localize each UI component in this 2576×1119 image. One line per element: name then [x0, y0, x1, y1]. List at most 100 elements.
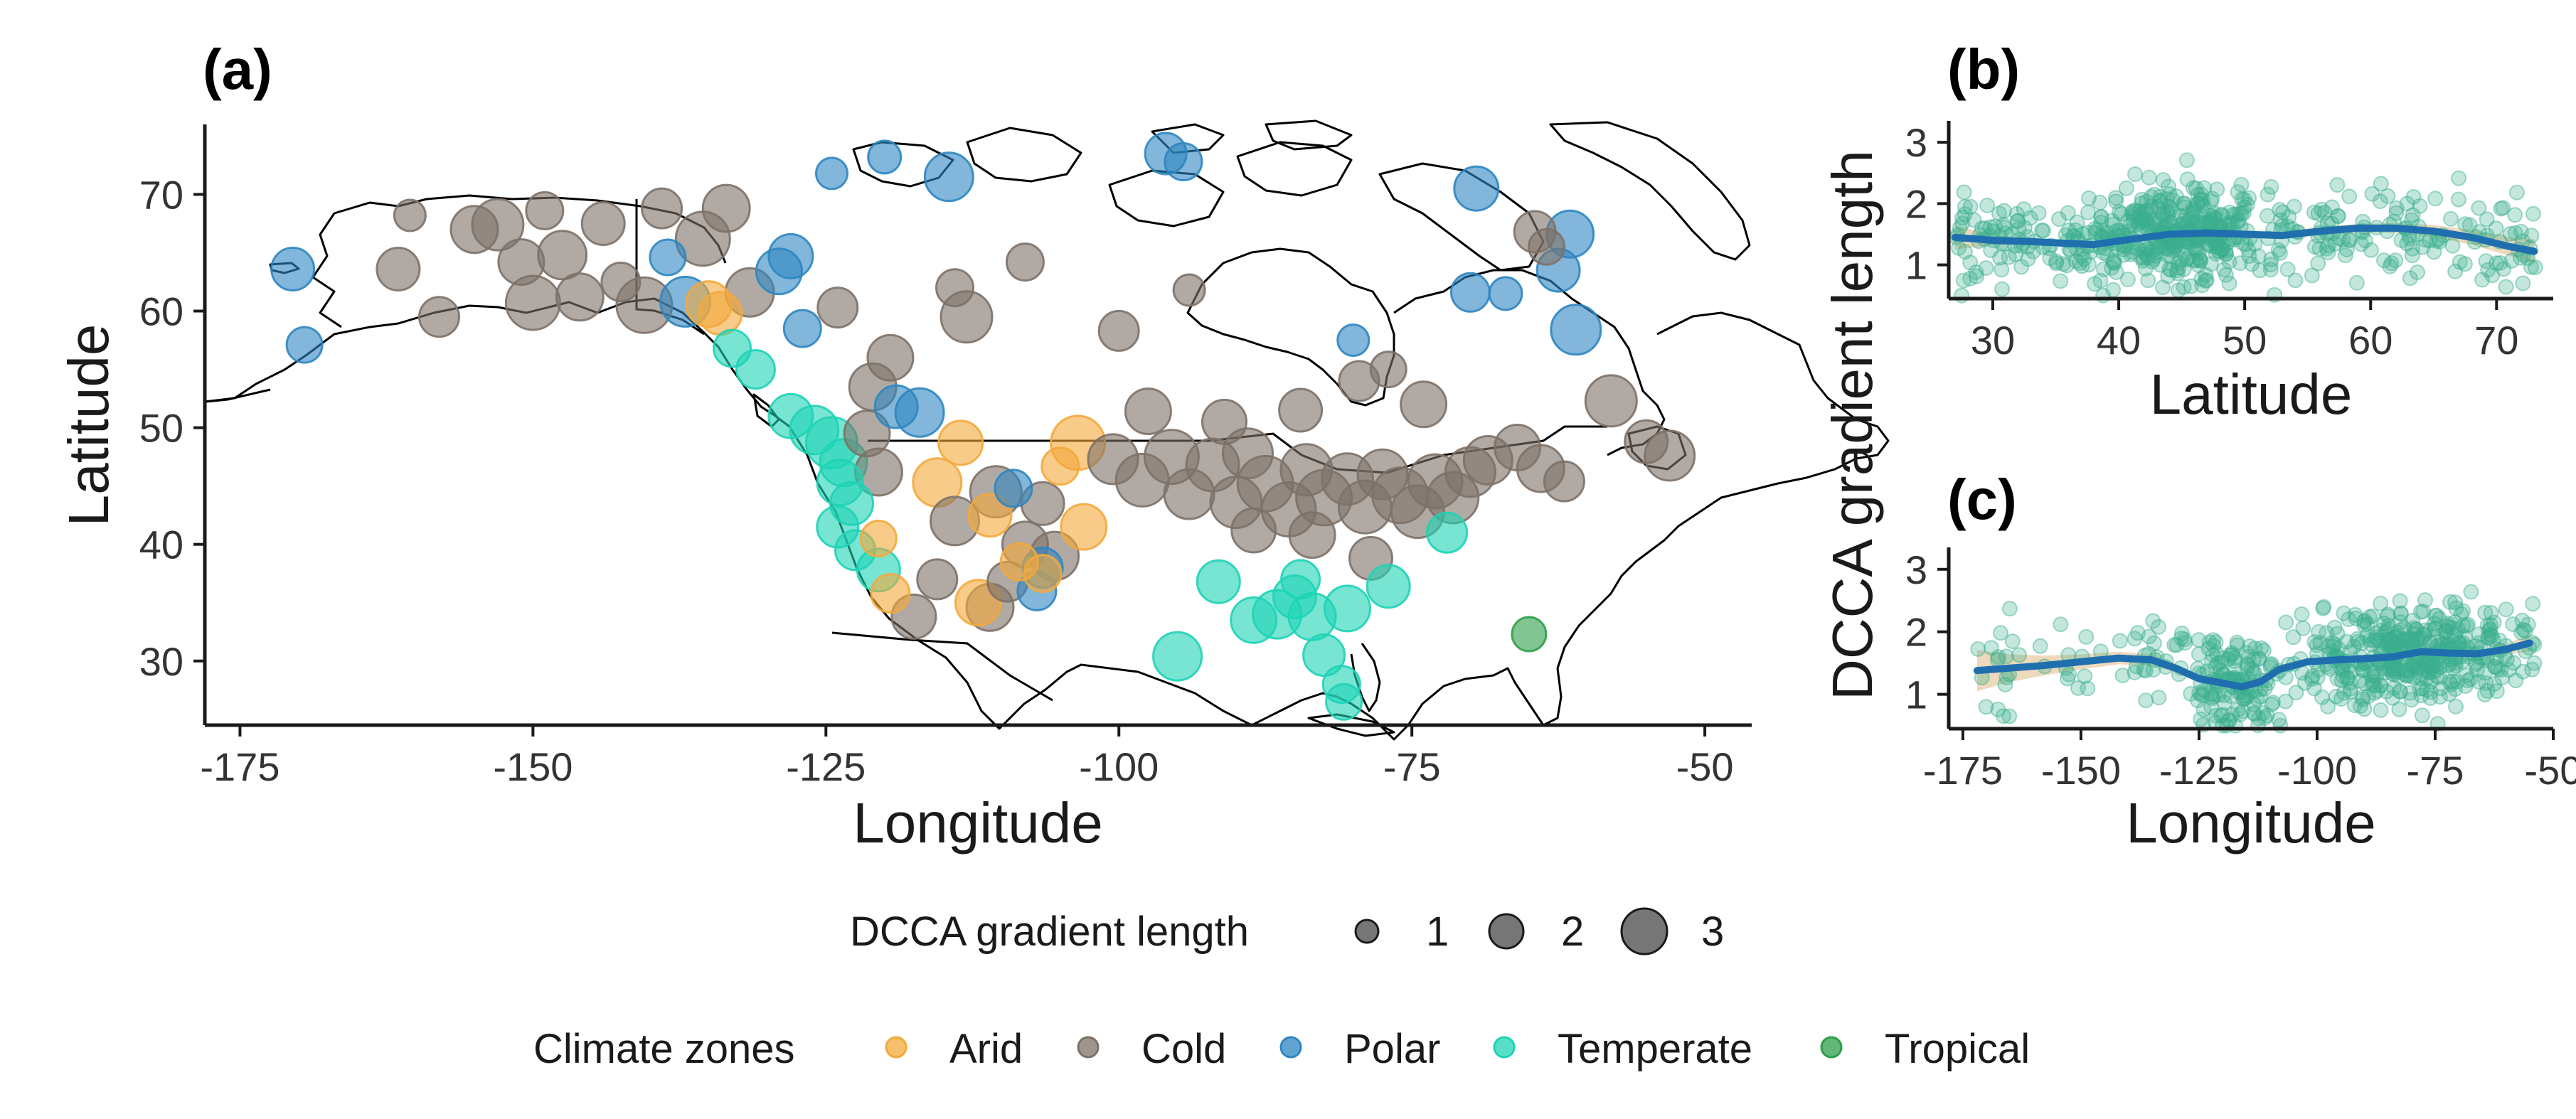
- c-scatter-point: [2383, 632, 2399, 648]
- b-scatter-point: [2093, 215, 2109, 230]
- b-scatter-point: [2221, 275, 2237, 291]
- map-points: [270, 132, 1696, 721]
- b-scatter-point: [2125, 213, 2141, 230]
- shared-y-axis-title: DCCA gradient length: [1821, 150, 1884, 700]
- b-scatter-point: [2013, 259, 2030, 275]
- c-scatter-point: [2423, 674, 2439, 690]
- c-scatter-point: [2453, 606, 2469, 622]
- c-x-tick-label: -150: [2041, 748, 2121, 793]
- b-scatter-point: [2134, 214, 2150, 230]
- b-scatter-point: [2139, 203, 2155, 219]
- b-scatter-point: [2137, 261, 2154, 277]
- c-scatter-point: [2193, 711, 2209, 727]
- c-scatter-point: [2381, 661, 2397, 678]
- b-scatter-point: [2262, 257, 2279, 273]
- c-scatter-point: [2364, 677, 2380, 693]
- map-point-cold: [641, 187, 683, 230]
- b-scatter-point: [2163, 262, 2179, 278]
- c-scatter-point: [2439, 628, 2455, 644]
- b-scatter-point: [2244, 256, 2260, 272]
- map-point-temperate: [713, 328, 752, 368]
- map-point-temperate: [1230, 596, 1278, 644]
- c-scatter-point: [2427, 621, 2443, 637]
- c-scatter-point: [2425, 660, 2441, 676]
- c-scatter-point: [2176, 631, 2193, 648]
- map-point-polar: [767, 232, 814, 279]
- map-point-polar: [815, 156, 848, 191]
- b-scatter-point: [2197, 214, 2213, 230]
- b-scatter-point: [2060, 223, 2077, 239]
- b-scatter-point: [2151, 240, 2167, 256]
- c-scatter-point: [2215, 650, 2231, 666]
- c-scatter-point: [2278, 614, 2294, 631]
- map-point-cold: [537, 230, 588, 281]
- c-scatter-point: [2373, 678, 2388, 693]
- b-scatter-point: [2263, 251, 2279, 267]
- b-scatter-point: [2232, 255, 2248, 272]
- b-scatter-point: [2176, 261, 2192, 277]
- c-scatter-point: [2399, 632, 2415, 648]
- b-scatter-point: [2169, 265, 2186, 282]
- c-scatter-point: [2203, 653, 2220, 670]
- b-scatter-point: [2270, 242, 2287, 258]
- b-scatter-point: [2222, 204, 2238, 220]
- b-scatter-point: [2080, 204, 2096, 220]
- c-scatter-point: [2388, 629, 2404, 646]
- b-scatter-point: [2131, 203, 2148, 219]
- b-scatter-point: [2192, 215, 2208, 231]
- map-x-tick-label: -150: [493, 744, 573, 789]
- b-scatter-point: [2108, 193, 2124, 210]
- b-scatter-point: [2203, 211, 2219, 227]
- b-scatter-point: [2196, 180, 2213, 196]
- b-scatter-point: [1978, 260, 1994, 276]
- c-scatter-point: [2378, 665, 2393, 681]
- b-scatter-point: [2142, 202, 2159, 218]
- c-scatter-point: [1978, 699, 1994, 715]
- c-scatter-point: [2447, 614, 2463, 631]
- b-scatter-point: [2185, 213, 2201, 230]
- b-scatter-point: [2523, 227, 2540, 244]
- b-scatter-point: [2228, 206, 2245, 223]
- b-scatter-point: [2404, 247, 2420, 264]
- c-scatter-point: [2145, 613, 2161, 629]
- c-scatter-point: [2333, 691, 2349, 707]
- c-scatter-point: [2346, 697, 2363, 714]
- b-scatter-point: [2193, 271, 2210, 287]
- b-scatter-point: [2155, 172, 2171, 188]
- b-scatter-point: [2262, 262, 2279, 278]
- b-scatter-point: [2022, 210, 2038, 226]
- b-y-tick-label: 3: [1905, 120, 1927, 165]
- b-scatter-point: [2311, 240, 2328, 257]
- c-scatter-point: [2490, 660, 2506, 677]
- b-scatter-point: [2093, 209, 2109, 225]
- c-scatter-point: [2061, 666, 2077, 682]
- b-scatter-point: [2163, 215, 2179, 231]
- c-scatter-point: [2429, 607, 2445, 623]
- b-scatter-point: [2193, 207, 2210, 223]
- c-scatter-point: [2208, 658, 2224, 675]
- c-scatter-point: [2215, 707, 2231, 723]
- b-scatter-point: [2513, 223, 2529, 240]
- c-scatter-point: [2516, 621, 2532, 638]
- b-scatter-point: [2203, 256, 2219, 272]
- map-point-cold: [1356, 448, 1409, 500]
- c-scatter-point: [2141, 628, 2157, 645]
- c-scatter-point: [2482, 626, 2498, 643]
- b-scatter-point: [2484, 267, 2501, 284]
- c-scatter-point: [2524, 661, 2540, 678]
- c-scatter-point: [2236, 687, 2252, 704]
- b-scatter-point: [2203, 193, 2219, 210]
- b-scatter-point: [2134, 191, 2150, 208]
- c-scatter-point: [2457, 678, 2474, 694]
- c-scatter-point: [2447, 626, 2464, 642]
- b-scatter-point: [2151, 239, 2168, 255]
- b-scatter-point: [2159, 240, 2174, 257]
- map-point-temperate: [1366, 564, 1411, 609]
- c-scatter-point: [2457, 628, 2473, 645]
- c-scatter-point: [2129, 625, 2146, 641]
- aleutian-islands: [206, 388, 271, 403]
- legend-symbol-temperate: [1493, 1036, 1516, 1059]
- map-x-tick-label: -100: [1079, 744, 1159, 789]
- map-point-temperate: [1280, 559, 1321, 600]
- b-scatter-point: [2149, 244, 2165, 260]
